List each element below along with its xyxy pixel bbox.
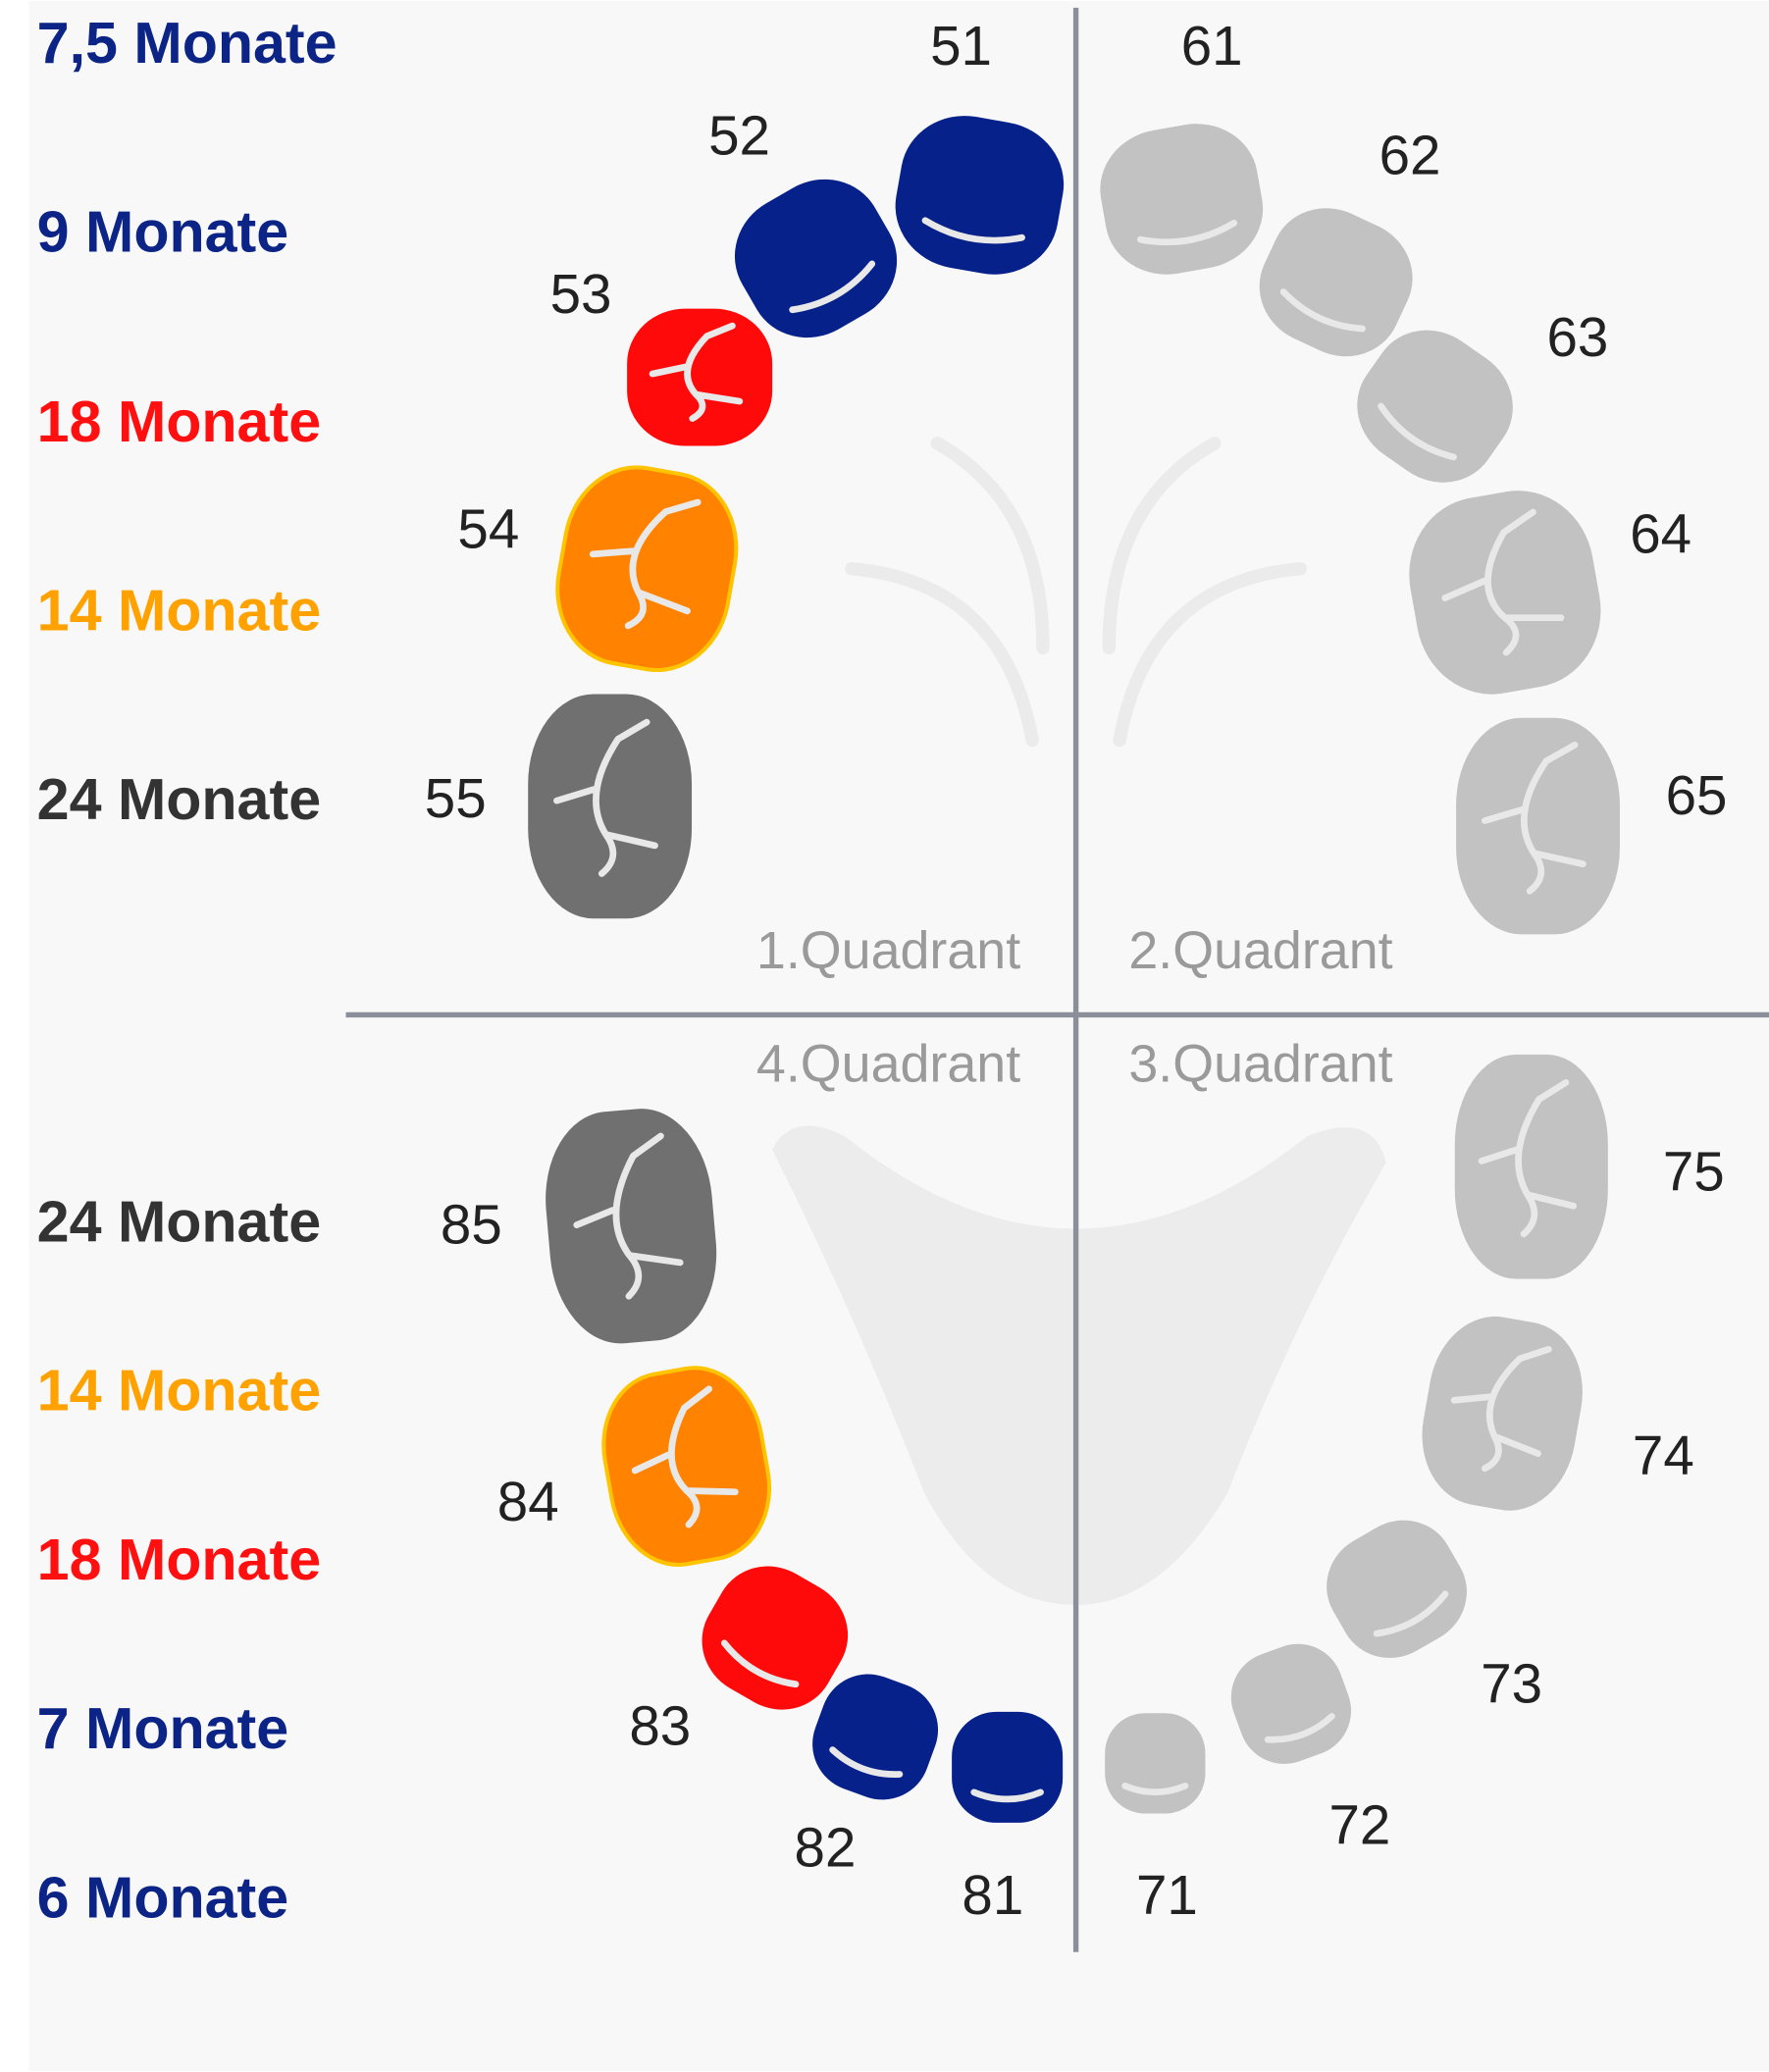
age-label: 7,5 Monate <box>37 10 338 76</box>
page: 7,5 Monate 9 Monate 18 Monate 14 Monate 24 M… <box>0 0 1769 2072</box>
tooth-crown <box>1455 1055 1608 1279</box>
tooth-number: 65 <box>1666 764 1728 826</box>
tooth-number: 71 <box>1136 1864 1198 1926</box>
tooth-number: 53 <box>550 263 612 325</box>
tooth-number: 61 <box>1181 15 1243 77</box>
tooth <box>952 1712 1063 1823</box>
quadrant-label: 2.Quadrant <box>1128 921 1392 980</box>
tooth-number: 73 <box>1481 1653 1542 1715</box>
tooth <box>528 695 692 919</box>
age-label: 14 Monate <box>37 577 321 643</box>
tooth-number: 85 <box>441 1193 502 1255</box>
age-label: 24 Monate <box>37 766 321 832</box>
tooth <box>627 309 772 446</box>
age-label: 18 Monate <box>37 388 321 454</box>
tooth-number: 63 <box>1546 306 1608 368</box>
tooth-crown <box>1456 718 1620 935</box>
tooth-number: 52 <box>708 104 770 166</box>
tooth-crown <box>627 309 772 446</box>
tooth-number: 54 <box>457 497 519 559</box>
age-label: 14 Monate <box>37 1358 321 1424</box>
quadrant-label: 3.Quadrant <box>1128 1035 1392 1094</box>
tooth <box>1455 1055 1608 1279</box>
tooth-number: 82 <box>795 1816 857 1878</box>
tooth <box>1105 1713 1205 1813</box>
age-label: 6 Monate <box>37 1864 289 1930</box>
quadrant-label: 4.Quadrant <box>756 1035 1020 1094</box>
tooth-number: 55 <box>425 767 487 829</box>
tooth-crown <box>1105 1713 1205 1813</box>
tooth-number: 62 <box>1379 124 1441 185</box>
quadrant-label: 1.Quadrant <box>756 921 1020 980</box>
diagram: 7,5 Monate 9 Monate 18 Monate 14 Monate 24 M… <box>0 0 1769 2072</box>
tooth-number: 84 <box>497 1471 559 1532</box>
tooth-crown <box>952 1712 1063 1823</box>
tooth-number: 64 <box>1630 503 1691 565</box>
age-label: 24 Monate <box>37 1188 321 1254</box>
tooth-number: 72 <box>1328 1794 1390 1856</box>
age-label: 9 Monate <box>37 198 289 264</box>
tooth-number: 74 <box>1633 1424 1694 1486</box>
tooth-number: 51 <box>930 15 992 77</box>
tooth-number: 75 <box>1663 1141 1725 1203</box>
tooth-number: 83 <box>629 1695 691 1757</box>
tooth-number: 81 <box>962 1864 1023 1926</box>
tooth <box>1456 718 1620 935</box>
tooth-crown <box>528 695 692 919</box>
age-label: 7 Monate <box>37 1695 289 1761</box>
age-label: 18 Monate <box>37 1527 321 1592</box>
